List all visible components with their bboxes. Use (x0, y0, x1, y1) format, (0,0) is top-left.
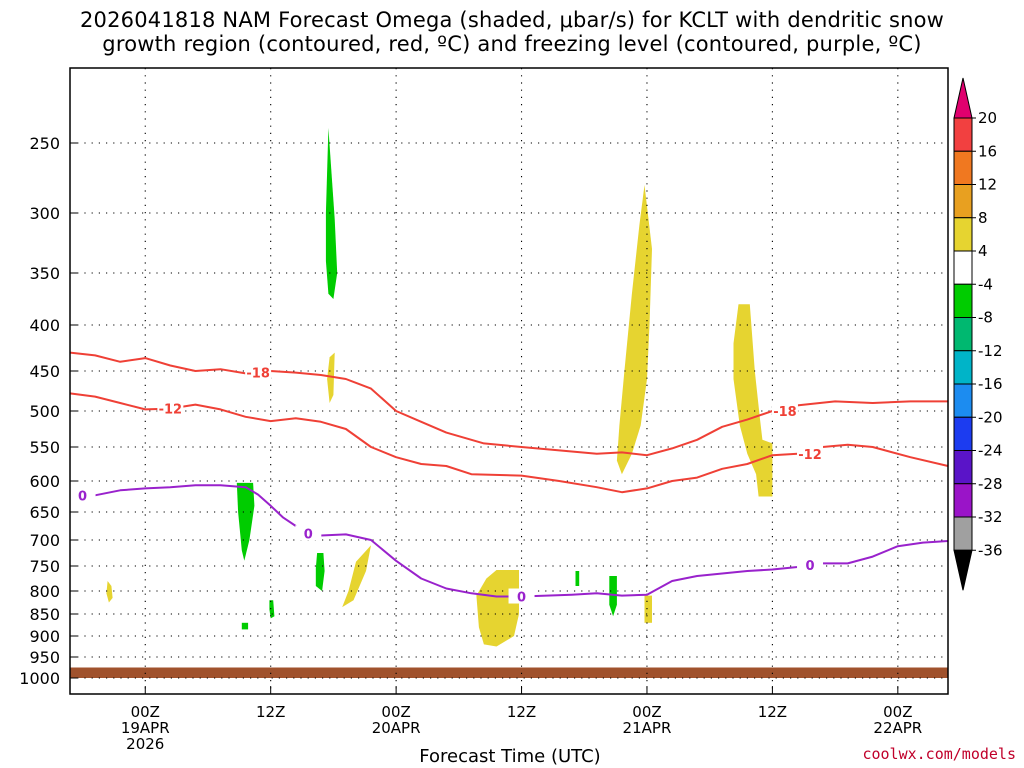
y-tick-label-700: 700 (29, 531, 60, 550)
omega-shaded-region-0 (325, 128, 338, 299)
colorbar-label--4: -4 (978, 275, 993, 293)
colorbar-label-12: 12 (978, 176, 997, 194)
y-tick-label-650: 650 (29, 503, 60, 522)
x-tick-label: 12Z (758, 703, 787, 721)
y-tick-label-600: 600 (29, 472, 60, 491)
y-tick-label-900: 900 (29, 627, 60, 646)
omega-shaded-region-6 (575, 571, 580, 586)
x-tick-label: 00Z (131, 703, 160, 721)
omega-shaded-region-2 (315, 553, 325, 591)
colorbar-swatch-0 (953, 77, 973, 119)
x-tick-label: 19APR (121, 719, 170, 737)
colorbar-label--36: -36 (978, 541, 1003, 559)
y-tick-label-450: 450 (29, 362, 60, 381)
contour-label-bg (508, 588, 535, 604)
contour-label--18: -18 (773, 405, 797, 420)
contour-label--12: -12 (159, 403, 183, 418)
y-tick-label-250: 250 (29, 134, 60, 153)
contour-label--18: -18 (246, 367, 270, 382)
omega-shaded-region-11 (616, 185, 652, 475)
ground-fill (70, 667, 948, 678)
omega-shaded-region-10 (476, 570, 519, 647)
colorbar-swatch-3 (953, 184, 973, 219)
contour-label-bg (771, 403, 798, 418)
colorbar-label-20: 20 (978, 109, 997, 127)
contour-label-bg (69, 487, 96, 503)
contour-label--12: -12 (798, 448, 822, 463)
contour-label-0: 0 (806, 559, 815, 574)
credit-link[interactable]: coolwx.com/models (862, 745, 1016, 763)
y-tick-label-1000: 1000 (19, 669, 60, 688)
y-tick-label-300: 300 (29, 204, 60, 223)
colorbar-swatch-8 (953, 350, 973, 385)
omega-shaded-region-7 (327, 352, 335, 403)
x-tick-label: 12Z (256, 703, 285, 721)
x-tick-label: 12Z (507, 703, 536, 721)
chart-title-line1: 2026041818 NAM Forecast Omega (shaded, μ… (79, 8, 945, 32)
colorbar-swatch-13 (953, 516, 973, 551)
colorbar-label--20: -20 (978, 408, 1003, 426)
contour-label-0: 0 (304, 527, 313, 542)
plot-frame (69, 67, 949, 695)
colorbar-swatch-7 (953, 317, 973, 352)
colorbar-label--32: -32 (978, 508, 1003, 526)
contour-label-bg (245, 364, 272, 380)
colorbar-swatch-5 (953, 250, 973, 285)
x-tick-label: 00Z (632, 703, 661, 721)
colorbar-label--16: -16 (978, 375, 1003, 393)
contour-label-bg (295, 525, 322, 541)
omega-shaded-region-4 (241, 622, 249, 630)
x-tick-label: 20APR (372, 719, 421, 737)
omega-shaded-region-8 (342, 545, 371, 608)
y-tick-label-800: 800 (29, 582, 60, 601)
x-axis-label: Forecast Time (UTC) (419, 746, 601, 767)
contour-label-bg (797, 556, 824, 572)
colorbar-swatch-11 (953, 450, 973, 485)
x-tick-label: 00Z (883, 703, 912, 721)
colorbar-label--8: -8 (978, 309, 993, 327)
omega-shaded-region-13 (733, 304, 773, 497)
colorbar-swatch-6 (953, 283, 973, 318)
colorbar-label-16: 16 (978, 142, 997, 160)
x-tick-label: 00Z (381, 703, 410, 721)
colorbar-swatch-2 (953, 150, 973, 185)
colorbar-swatch-9 (953, 383, 973, 418)
contour-label-bg (797, 445, 824, 461)
y-tick-label-500: 500 (29, 402, 60, 421)
x-tick-label: 22APR (873, 719, 922, 737)
x-tick-label: 21APR (623, 719, 672, 737)
colorbar-label--28: -28 (978, 475, 1003, 493)
contour-line--18 (69, 351, 948, 457)
y-tick-label-550: 550 (29, 438, 60, 457)
colorbar-swatch-10 (953, 416, 973, 451)
omega-shaded-region-12 (644, 595, 652, 623)
contour-line-0 (69, 484, 949, 598)
colorbar-swatch-14 (953, 549, 973, 591)
contour-label-0: 0 (517, 591, 526, 606)
colorbar-label--24: -24 (978, 442, 1003, 460)
omega-shaded-region-1 (236, 482, 255, 561)
y-tick-label-950: 950 (29, 648, 60, 667)
contour-label-0: 0 (78, 489, 87, 504)
y-tick-label-750: 750 (29, 557, 60, 576)
colorbar-swatch-4 (953, 217, 973, 252)
omega-shaded-region-3 (269, 600, 275, 619)
chart-title-line2: growth region (contoured, red, ºC) and f… (102, 32, 922, 56)
x-tick-label: 2026 (126, 735, 164, 753)
omega-shaded-region-9 (106, 581, 113, 603)
colorbar-label-4: 4 (978, 242, 988, 260)
colorbar-swatch-1 (953, 117, 973, 152)
y-tick-label-850: 850 (29, 605, 60, 624)
y-tick-label-400: 400 (29, 316, 60, 335)
colorbar-swatch-12 (953, 483, 973, 518)
contour-label-bg (157, 400, 184, 416)
contour-line--12 (69, 392, 949, 494)
colorbar-label--12: -12 (978, 342, 1003, 360)
colorbar-label-8: 8 (978, 209, 988, 227)
y-tick-label-350: 350 (29, 264, 60, 283)
omega-shaded-region-5 (609, 576, 617, 617)
